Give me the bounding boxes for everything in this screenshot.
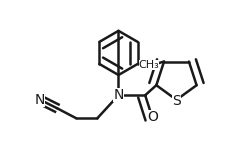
Text: S: S <box>172 94 181 108</box>
Text: O: O <box>147 110 158 124</box>
Text: CH₃: CH₃ <box>139 60 160 70</box>
Text: N: N <box>34 93 45 107</box>
Text: N: N <box>113 88 124 102</box>
